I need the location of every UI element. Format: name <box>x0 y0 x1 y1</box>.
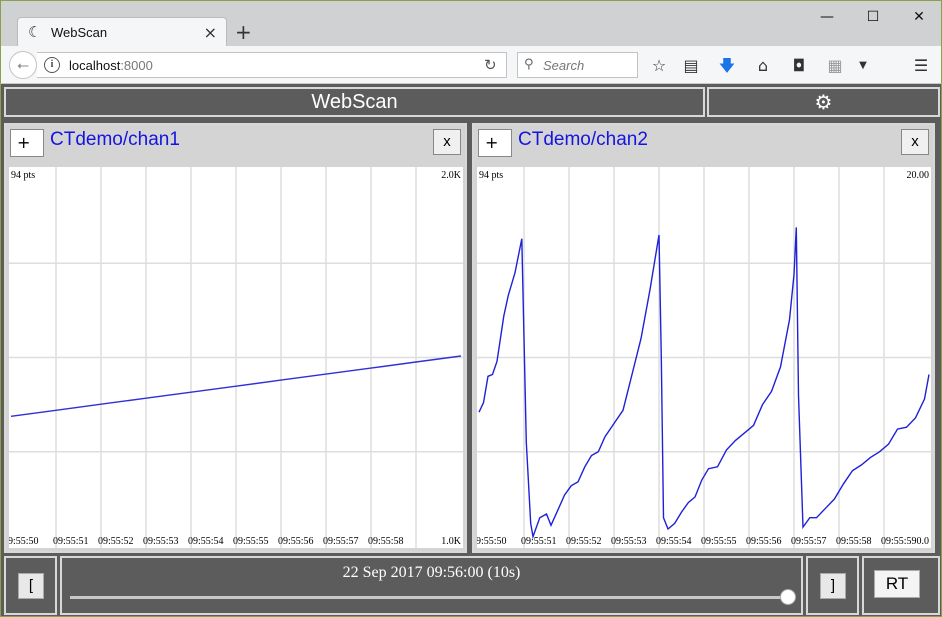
points-count-label: 94 pts <box>11 170 35 181</box>
series-line <box>10 355 462 417</box>
time-controls: [ 22 Sep 2017 09:56:00 (10s) ] RT <box>1 556 941 617</box>
browser-navbar: ⭠ i localhost:8000 ↻ ⚲ Search ☆ ▤ 🡇 ⌂ ◘ … <box>0 46 942 84</box>
plot-panel-chan2: + CTdemo/chan2 x 94 pts 20.00 9:55:50 09:55… <box>472 123 935 553</box>
time-label: 22 Sep 2017 09:56:00 (10s) <box>342 564 521 581</box>
rt-box: RT <box>862 556 940 615</box>
download-icon[interactable]: 🡇 <box>718 56 736 75</box>
x-tick-label: 09:55:58 <box>836 536 872 547</box>
webscan-app: WebScan ⚙ + CTdemo/chan1 x 94 pts 2.0K 9:5… <box>0 84 942 617</box>
x-tick-label: 09:55:57 <box>323 536 359 547</box>
info-icon[interactable]: i <box>44 57 60 73</box>
grid-lines <box>477 167 931 548</box>
browser-tab[interactable]: ☾ WebScan × <box>17 17 227 47</box>
close-panel-button[interactable]: x <box>433 129 461 155</box>
panel-header: + CTdemo/chan2 x <box>474 125 933 165</box>
y-min-label: 1.0K <box>441 536 462 547</box>
left-bracket-box: [ <box>4 556 57 615</box>
x-tick-label: 09:55:54 <box>656 536 692 547</box>
time-slider-box: 22 Sep 2017 09:56:00 (10s) <box>60 556 803 615</box>
chart-svg: 94 pts 20.00 9:55:50 09:55:51 09:55:52 09:55:… <box>477 167 931 548</box>
x-tick-label: 09:55:55 <box>701 536 737 547</box>
x-tick-label: 09:55:53 <box>143 536 179 547</box>
right-bracket-button[interactable]: ] <box>820 573 846 599</box>
search-placeholder: Search <box>543 58 585 73</box>
time-slider-thumb[interactable] <box>780 589 796 605</box>
home-icon[interactable]: ⌂ <box>757 56 769 75</box>
chart-svg: 94 pts 2.0K 9:55:50 09:55:51 09:55:52 09:55:5… <box>9 167 463 548</box>
extension-icon[interactable]: ▦ <box>827 56 843 75</box>
reload-icon[interactable]: ↻ <box>484 56 497 74</box>
x-tick-label: 09:55:51 <box>521 536 557 547</box>
x-tick-label: 09:55:52 <box>566 536 602 547</box>
tab-close-icon[interactable]: × <box>203 23 217 42</box>
grid-lines <box>9 167 463 548</box>
series-line <box>478 227 930 540</box>
search-icon: ⚲ <box>524 57 534 72</box>
close-panel-button[interactable]: x <box>901 129 929 155</box>
x-tick-label: 09:55:59 <box>881 536 917 547</box>
y-max-label: 2.0K <box>441 170 462 181</box>
channel-name[interactable]: CTdemo/chan1 <box>50 129 180 150</box>
overflow-chevron-icon[interactable]: ▼ <box>859 60 867 71</box>
x-tick-label: 09:55:56 <box>746 536 782 547</box>
x-tick-label: 09:55:56 <box>278 536 314 547</box>
maximize-icon[interactable]: ☐ <box>866 9 880 25</box>
new-tab-button[interactable]: + <box>235 20 252 44</box>
url-bar[interactable]: i localhost:8000 ↻ <box>37 52 507 78</box>
settings-button[interactable]: ⚙ <box>707 87 940 117</box>
x-tick-label: 09:55:53 <box>611 536 647 547</box>
url-text: localhost:8000 <box>69 58 153 73</box>
app-title: WebScan <box>4 87 705 117</box>
time-slider-track[interactable] <box>70 596 790 599</box>
add-channel-button[interactable]: + <box>478 129 512 157</box>
x-tick-label: 09:55:57 <box>791 536 827 547</box>
x-tick-label: 09:55:51 <box>53 536 89 547</box>
tab-title: WebScan <box>51 25 108 40</box>
plot-panel-chan1: + CTdemo/chan1 x 94 pts 2.0K 9:55:50 09:55:… <box>4 123 467 553</box>
x-tick-label: 09:55:54 <box>188 536 224 547</box>
menu-hamburger-icon[interactable]: ☰ <box>913 56 929 75</box>
add-channel-button[interactable]: + <box>10 129 44 157</box>
plot-area[interactable]: 94 pts 20.00 9:55:50 09:55:51 09:55:52 09:55:… <box>477 167 931 548</box>
x-tick-label: 9:55:50 <box>477 536 507 547</box>
pocket-icon[interactable]: ◘ <box>792 56 806 75</box>
x-tick-label: 09:55:55 <box>233 536 269 547</box>
realtime-button[interactable]: RT <box>874 570 920 598</box>
points-count-label: 94 pts <box>479 170 503 181</box>
panel-header: + CTdemo/chan1 x <box>6 125 465 165</box>
browser-titlebar: ☾ WebScan × + — ☐ ✕ <box>0 0 942 47</box>
y-max-label: 20.00 <box>907 170 930 181</box>
app-favicon-icon: ☾ <box>28 23 42 41</box>
search-box[interactable]: ⚲ Search <box>517 52 638 78</box>
left-bracket-button[interactable]: [ <box>18 573 44 599</box>
x-tick-label: 09:55:52 <box>98 536 134 547</box>
channel-name[interactable]: CTdemo/chan2 <box>518 129 648 150</box>
back-button[interactable]: ⭠ <box>9 51 37 79</box>
x-tick-label: 09:55:58 <box>368 536 404 547</box>
minimize-icon[interactable]: — <box>820 9 834 25</box>
x-tick-label: 9:55:50 <box>9 536 39 547</box>
url-host: localhost <box>69 58 121 73</box>
reading-list-icon[interactable]: ▤ <box>683 56 699 75</box>
url-port: :8000 <box>120 58 153 73</box>
right-bracket-box: ] <box>806 556 859 615</box>
plot-area[interactable]: 94 pts 2.0K 9:55:50 09:55:51 09:55:52 09:55:5… <box>9 167 463 548</box>
bookmark-star-icon[interactable]: ☆ <box>651 56 667 75</box>
y-min-label: 0.0 <box>917 536 930 547</box>
gear-icon: ⚙ <box>814 90 833 114</box>
close-window-icon[interactable]: ✕ <box>913 9 925 25</box>
